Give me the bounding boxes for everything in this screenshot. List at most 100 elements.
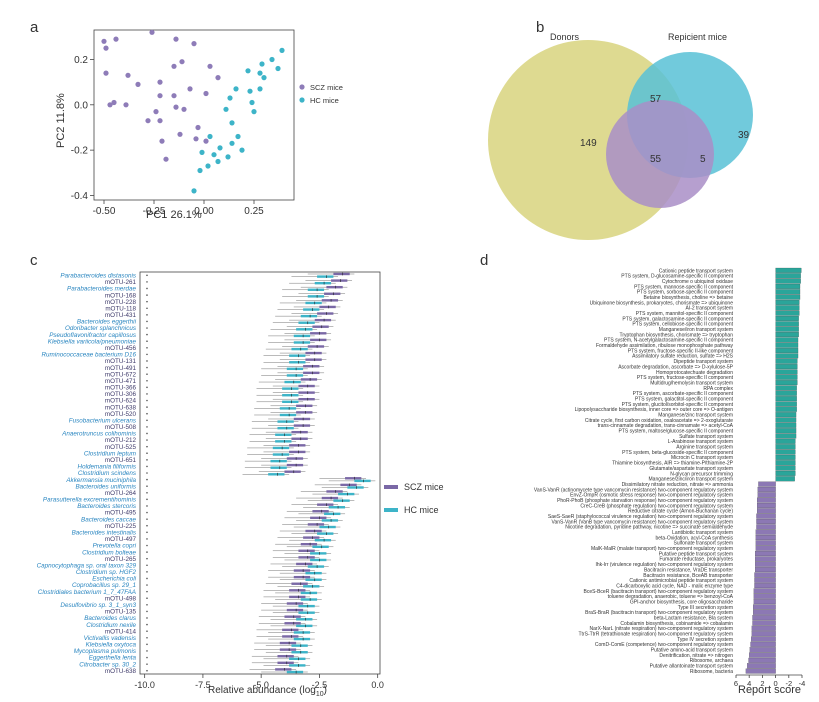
- scatter-point: [171, 63, 177, 69]
- score-bar: [757, 486, 776, 492]
- box: [321, 519, 339, 522]
- scatter-point: [259, 61, 265, 67]
- box: [307, 565, 325, 568]
- box: [279, 407, 297, 410]
- box: [296, 411, 313, 414]
- panel-c-boxplot: Parabacteroides distasonismOTU-261Paraba…: [37, 271, 444, 698]
- box: [324, 292, 341, 295]
- venn-count-all: 55: [650, 154, 662, 165]
- outlier-point: [146, 314, 148, 316]
- box: [305, 358, 322, 361]
- outlier-point: [146, 307, 148, 310]
- score-bar: [775, 460, 796, 466]
- pathway-label: Fumarate reductase, prokaryotes: [659, 557, 733, 563]
- x-tick-label: 2: [760, 679, 764, 688]
- taxon-label: mOTU-366: [105, 385, 137, 392]
- box: [300, 598, 318, 601]
- box: [282, 400, 299, 404]
- pathway-label: Lipopolysaccharide biosynthesis, inner c…: [575, 407, 734, 413]
- score-bar: [755, 535, 776, 541]
- score-bar: [750, 641, 776, 647]
- box: [277, 420, 294, 423]
- pathway-label: Cationic peptide transport system: [659, 268, 733, 274]
- scatter-point: [125, 72, 131, 78]
- box: [275, 440, 292, 443]
- score-bar: [752, 615, 776, 621]
- pathway-label: Betaine biosynthesis, choline => betaine: [643, 295, 733, 301]
- pathway-label: Assimilatory sulfate reduction, sulfate …: [632, 354, 734, 360]
- score-bar: [752, 620, 776, 626]
- legend-c-scz-swatch: [384, 485, 398, 489]
- taxon-label: Clostridium nexile: [86, 622, 136, 629]
- panel-a-ylabel: PC2 11.8%: [55, 93, 67, 148]
- pathway-label: toluene degradation, anaerobic, toluene …: [608, 594, 734, 600]
- box: [298, 549, 315, 552]
- pathway-label: Cobalamin biosynthesis, cobinamide => co…: [620, 621, 733, 627]
- outlier-point: [146, 590, 148, 593]
- taxon-label: mOTU-498: [105, 595, 137, 602]
- scatter-point: [203, 138, 209, 144]
- score-bar: [775, 358, 798, 364]
- pathway-label: trans-cinnamate degradation, trans-cinna…: [598, 423, 734, 429]
- scatter-point: [227, 95, 233, 101]
- outlier-point: [146, 452, 148, 455]
- taxon-label: Clostridium bolteae: [82, 549, 136, 556]
- scatter-point: [225, 154, 231, 160]
- outlier-point: [146, 650, 148, 652]
- taxon-label: Victivallis vadensis: [84, 635, 137, 642]
- venn-count-inner: 5: [700, 154, 706, 165]
- outlier-point: [146, 485, 148, 487]
- pathway-label: PTS system, cellobiose-specific II compo…: [632, 322, 733, 328]
- score-bar: [755, 567, 776, 573]
- scatter-point: [249, 99, 255, 106]
- panel-c-legend-scz: SCZ mice: [404, 482, 444, 492]
- pathway-label: PTS system, N-acetylgalactosamine-specif…: [604, 338, 734, 344]
- scatter-point: [157, 118, 163, 124]
- score-bar: [755, 551, 776, 557]
- box: [354, 479, 371, 483]
- scatter-point: [195, 124, 201, 131]
- score-bar: [775, 454, 796, 460]
- taxon-label: Citrobacter sp. 30_2: [79, 661, 136, 668]
- pathway-label: beta-Lactam resistance, Bla system: [654, 616, 733, 622]
- score-bar: [751, 631, 776, 637]
- panel-b-letter: b: [536, 19, 544, 36]
- pathway-label: ComD-ComE (competence) two-component reg…: [595, 642, 733, 648]
- scatter-point: [275, 65, 281, 72]
- pathway-label: Tryptophan biosynthesis, chorismate => t…: [620, 332, 734, 338]
- box: [293, 334, 311, 338]
- taxon-label: Coprobacillus sp. 29_1: [72, 582, 136, 589]
- taxon-label: mOTU-624: [105, 398, 137, 405]
- box: [282, 387, 299, 390]
- score-bar: [775, 278, 801, 284]
- taxon-label: Desulfovibrio sp. 3_1_syn3: [60, 602, 136, 609]
- pathway-label: Putative amino-acid transport system: [651, 648, 733, 654]
- taxon-label: mOTU-508: [105, 424, 137, 431]
- score-bar: [749, 647, 776, 653]
- box: [279, 641, 297, 645]
- scatter-point: [193, 136, 199, 142]
- pathway-label: Glutamate/aspartate transport system: [649, 466, 733, 472]
- box: [300, 591, 318, 595]
- pathway-label: Ribosome, archaea: [690, 658, 734, 664]
- outlier-point: [146, 571, 148, 573]
- pathway-label: BraS-BraR (bacitracin transport) two-com…: [585, 610, 733, 616]
- taxon-label: Bacteroides eggerthii: [77, 319, 137, 326]
- score-bar: [775, 401, 797, 407]
- x-tick-label: 0: [774, 679, 778, 688]
- scatter-point: [163, 156, 169, 162]
- taxon-label: Bacteroides uniformis: [75, 483, 136, 490]
- scatter-point: [111, 99, 117, 106]
- pathway-label: MalK-MalR (malate transport) two-compone…: [591, 546, 733, 552]
- scatter-point: [217, 145, 223, 151]
- box: [310, 332, 327, 335]
- pathway-label: Manganese/zinc transport system: [658, 413, 733, 419]
- box: [310, 516, 327, 520]
- taxon-label: Bacteroides caccae: [81, 516, 136, 523]
- pathway-label: Thiamine biosynthesis, AIR => thiamine-P…: [612, 461, 734, 467]
- box: [293, 569, 311, 572]
- outlier-point: [146, 617, 148, 619]
- taxon-label: Bacteroides intestinalis: [72, 530, 137, 537]
- score-bar: [754, 572, 776, 578]
- panel-c-xlabel-tail: ): [324, 685, 327, 696]
